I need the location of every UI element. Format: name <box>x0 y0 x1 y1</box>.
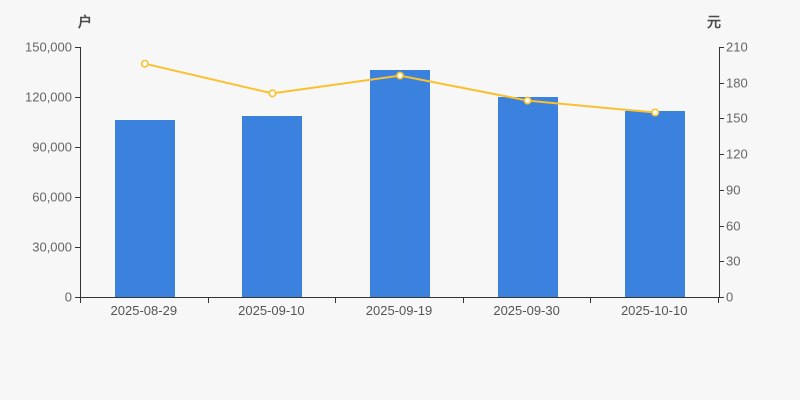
right-axis-tick-label: 120 <box>726 146 748 162</box>
x-axis-tick <box>590 298 592 303</box>
left-axis-tick-label: 0 <box>64 289 72 305</box>
left-axis-tick-label: 30,000 <box>32 239 72 255</box>
left-axis-tick <box>75 197 80 198</box>
x-axis-date-label: 2025-10-10 <box>620 303 688 318</box>
right-axis-tick <box>719 261 724 263</box>
line-point-2025-09-19[interactable] <box>395 71 404 80</box>
bar-2025-08-29[interactable] <box>114 120 175 297</box>
x-axis-tick <box>335 298 337 303</box>
right-axis-tick <box>719 47 724 48</box>
right-axis-tick-label: 90 <box>726 182 741 198</box>
left-axis-tick <box>75 147 80 148</box>
right-axis-tick-label: 0 <box>726 289 734 305</box>
right-axis-tick <box>719 82 724 84</box>
line-path <box>144 62 656 114</box>
right-axis-tick <box>719 118 724 120</box>
left-axis-tick-label: 60,000 <box>32 189 72 205</box>
left-axis-tick <box>75 47 80 48</box>
x-axis-date-label: 2025-09-30 <box>493 303 560 318</box>
right-axis-unit-label: 元 <box>707 14 721 30</box>
x-axis-tick <box>718 298 719 303</box>
right-axis-tick-label: 180 <box>726 75 748 91</box>
bar-2025-10-10[interactable] <box>625 110 686 297</box>
right-axis-tick <box>719 154 724 156</box>
left-axis-tick <box>75 297 80 298</box>
left-axis-tick-label: 90,000 <box>32 139 72 155</box>
right-axis-tick <box>719 297 724 298</box>
bar-2025-09-10[interactable] <box>242 116 303 297</box>
line-point-2025-09-30[interactable] <box>523 96 532 105</box>
bar-2025-09-30[interactable] <box>497 97 558 297</box>
left-axis-tick-label: 120,000 <box>25 89 72 105</box>
left-axis-tick <box>75 97 80 98</box>
line-point-2025-09-10[interactable] <box>268 89 277 98</box>
x-axis-tick <box>207 298 209 303</box>
x-axis-tick <box>80 298 81 303</box>
line-point-2025-10-10[interactable] <box>651 108 660 117</box>
x-axis-tick <box>462 298 464 303</box>
right-axis-tick <box>719 189 724 191</box>
right-axis-tick-label: 150 <box>726 110 748 126</box>
right-axis-tick-label: 210 <box>726 39 748 55</box>
bar-2025-09-19[interactable] <box>370 69 430 297</box>
right-axis-tick <box>719 225 724 227</box>
left-axis-tick <box>75 247 80 248</box>
x-axis-date-label: 2025-09-19 <box>365 303 433 318</box>
right-axis-tick-label: 60 <box>726 218 741 234</box>
right-axis-tick-label: 30 <box>726 253 741 269</box>
left-axis-unit-label: 户 <box>78 14 92 30</box>
plot-area[interactable] <box>80 47 720 298</box>
line-series <box>140 59 660 117</box>
x-axis-date-label: 2025-09-10 <box>238 303 305 318</box>
line-point-2025-08-29[interactable] <box>140 59 149 68</box>
x-axis-date-label: 2025-08-29 <box>110 303 178 318</box>
left-axis-tick-label: 150,000 <box>25 39 72 55</box>
